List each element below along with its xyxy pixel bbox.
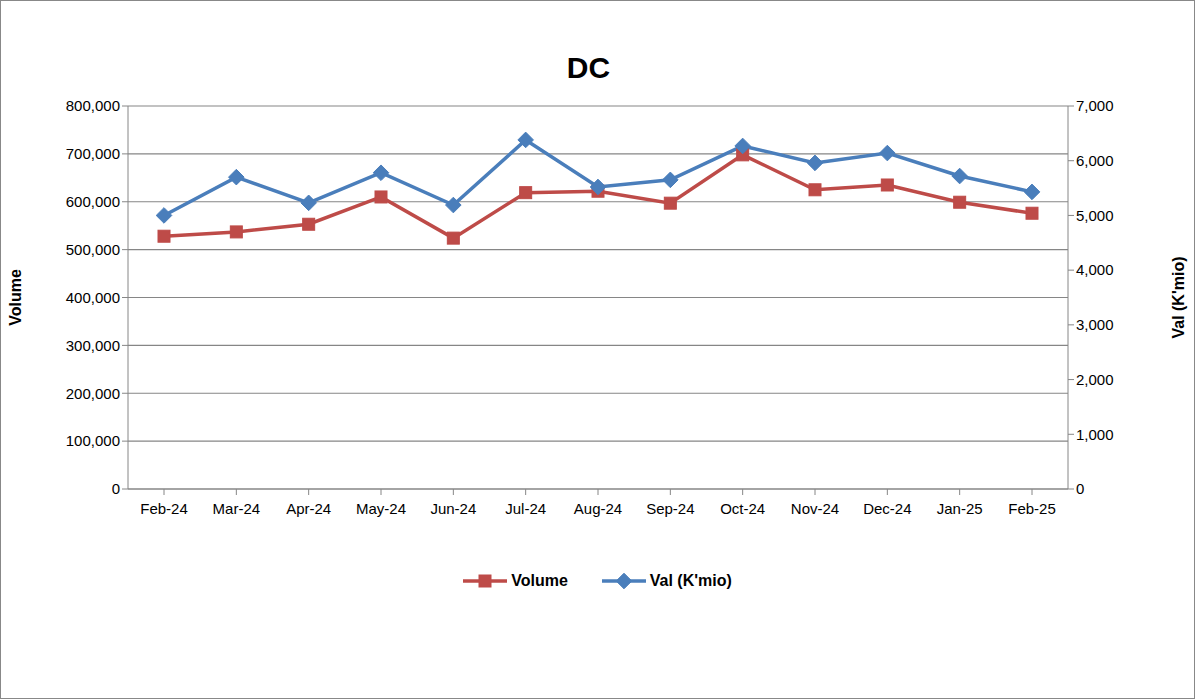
- svg-text:200,000: 200,000: [66, 385, 120, 402]
- svg-text:100,000: 100,000: [66, 432, 120, 449]
- html-text:Volume: Volume: [511, 572, 568, 589]
- svg-text:3,000: 3,000: [1076, 316, 1114, 333]
- svg-text:May-24: May-24: [356, 500, 406, 517]
- svg-text:500,000: 500,000: [66, 241, 120, 258]
- svg-text:Aug-24: Aug-24: [574, 500, 622, 517]
- svg-text:Val (K'mio): Val (K'mio): [1170, 256, 1187, 338]
- svg-text:0: 0: [1076, 480, 1084, 497]
- svg-text:Dec-24: Dec-24: [863, 500, 911, 517]
- svg-text:600,000: 600,000: [66, 193, 120, 210]
- svg-text:Volume: Volume: [8, 269, 24, 326]
- svg-text:Nov-24: Nov-24: [791, 500, 839, 517]
- svg-text:Feb-24: Feb-24: [140, 500, 188, 517]
- svg-text:7,000: 7,000: [1076, 97, 1114, 114]
- html-text:Val (K'mio): Val (K'mio): [649, 572, 732, 589]
- svg-text:6,000: 6,000: [1076, 152, 1114, 169]
- svg-text:300,000: 300,000: [66, 337, 120, 354]
- svg-text:800,000: 800,000: [66, 97, 120, 114]
- svg-text:Apr-24: Apr-24: [286, 500, 331, 517]
- svg-text:Jun-24: Jun-24: [430, 500, 476, 517]
- svg-text:Oct-24: Oct-24: [720, 500, 765, 517]
- svg-text:Sep-24: Sep-24: [646, 500, 694, 517]
- svg-text:700,000: 700,000: [66, 145, 120, 162]
- svg-text:0: 0: [112, 480, 120, 497]
- svg-text:Mar-24: Mar-24: [213, 500, 261, 517]
- svg-text:Jan-25: Jan-25: [937, 500, 983, 517]
- svg-text:1,000: 1,000: [1076, 426, 1114, 443]
- svg-text:2,000: 2,000: [1076, 371, 1114, 388]
- svg-text:4,000: 4,000: [1076, 261, 1114, 278]
- html-text:DC: DC: [566, 51, 611, 84]
- svg-text:400,000: 400,000: [66, 289, 120, 306]
- svg-text:Jul-24: Jul-24: [505, 500, 546, 517]
- svg-text:Feb-25: Feb-25: [1008, 500, 1056, 517]
- svg-text:5,000: 5,000: [1076, 207, 1114, 224]
